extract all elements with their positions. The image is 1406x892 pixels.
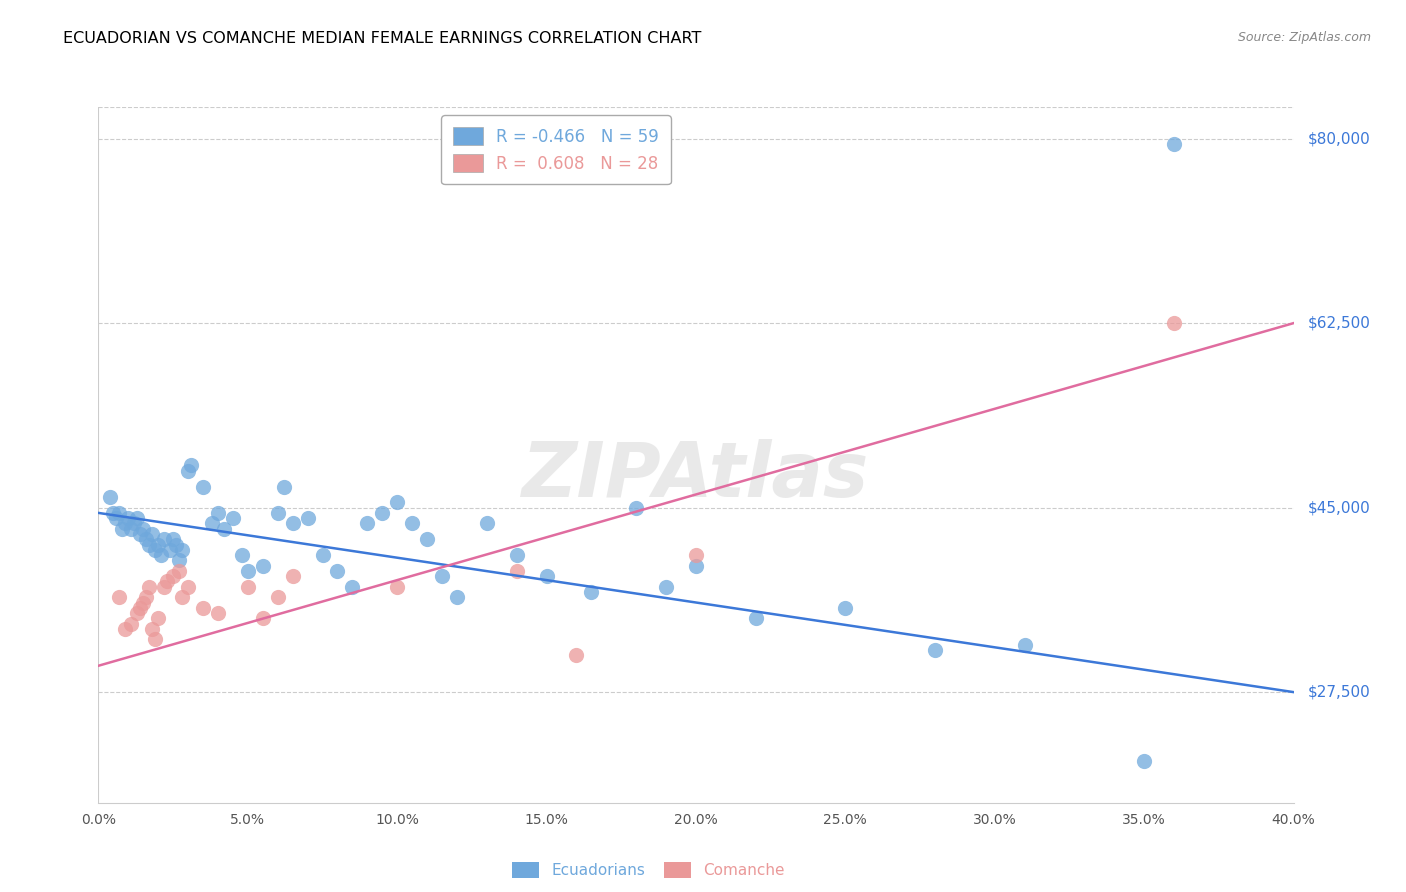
Point: [1014, 638, 1036, 652]
Point: [117, 511, 139, 525]
Text: $27,500: $27,500: [1308, 685, 1371, 699]
Point: [252, 611, 274, 625]
Point: [231, 548, 253, 562]
Point: [162, 569, 184, 583]
Point: [127, 511, 149, 525]
Text: Source: ZipAtlas.com: Source: ZipAtlas.com: [1237, 31, 1371, 45]
Point: [297, 511, 319, 525]
Point: [506, 548, 529, 562]
Point: [132, 522, 155, 536]
Point: [172, 591, 194, 605]
Text: $62,500: $62,500: [1308, 316, 1371, 331]
Point: [685, 558, 707, 573]
Point: [222, 511, 245, 525]
Point: [143, 542, 166, 557]
Point: [143, 632, 166, 647]
Point: [1163, 316, 1185, 330]
Point: [153, 580, 176, 594]
Point: [430, 569, 453, 583]
Point: [141, 622, 163, 636]
Point: [273, 479, 295, 493]
Point: [177, 464, 200, 478]
Point: [281, 516, 304, 531]
Point: [105, 511, 128, 525]
Point: [311, 548, 333, 562]
Point: [536, 569, 558, 583]
Point: [834, 600, 856, 615]
Point: [281, 569, 304, 583]
Point: [267, 506, 290, 520]
Point: [236, 580, 259, 594]
Point: [132, 595, 155, 609]
Point: [135, 591, 157, 605]
Point: [655, 580, 678, 594]
Point: [191, 479, 214, 493]
Point: [385, 580, 409, 594]
Point: [127, 606, 149, 620]
Point: [252, 558, 274, 573]
Point: [165, 537, 187, 551]
Point: [446, 591, 468, 605]
Point: [201, 516, 224, 531]
Text: ZIPAtlas: ZIPAtlas: [522, 439, 870, 513]
Point: [124, 516, 146, 531]
Point: [103, 506, 125, 520]
Point: [129, 600, 152, 615]
Point: [148, 611, 170, 625]
Point: [138, 537, 160, 551]
Point: [416, 533, 439, 547]
Point: [120, 616, 142, 631]
Point: [745, 611, 768, 625]
Point: [114, 516, 136, 531]
Point: [624, 500, 647, 515]
Point: [159, 542, 181, 557]
Point: [141, 527, 163, 541]
Point: [167, 553, 190, 567]
Point: [108, 591, 131, 605]
Legend: Ecuadorians, Comanche: Ecuadorians, Comanche: [503, 855, 793, 886]
Point: [685, 548, 707, 562]
Point: [153, 533, 176, 547]
Point: [138, 580, 160, 594]
Point: [371, 506, 394, 520]
Point: [120, 522, 142, 536]
Point: [1133, 754, 1156, 768]
Text: ECUADORIAN VS COMANCHE MEDIAN FEMALE EARNINGS CORRELATION CHART: ECUADORIAN VS COMANCHE MEDIAN FEMALE EAR…: [63, 31, 702, 46]
Point: [356, 516, 378, 531]
Point: [207, 606, 229, 620]
Point: [180, 458, 202, 473]
Point: [565, 648, 588, 663]
Point: [506, 564, 529, 578]
Point: [1163, 136, 1185, 151]
Point: [114, 622, 136, 636]
Point: [401, 516, 423, 531]
Point: [135, 533, 157, 547]
Point: [129, 527, 152, 541]
Point: [385, 495, 409, 509]
Point: [924, 643, 946, 657]
Point: [108, 506, 131, 520]
Point: [326, 564, 349, 578]
Point: [267, 591, 290, 605]
Point: [162, 533, 184, 547]
Point: [111, 522, 134, 536]
Text: $45,000: $45,000: [1308, 500, 1371, 515]
Point: [581, 585, 603, 599]
Point: [212, 522, 235, 536]
Point: [236, 564, 259, 578]
Point: [207, 506, 229, 520]
Point: [342, 580, 364, 594]
Point: [98, 490, 122, 504]
Point: [148, 537, 170, 551]
Text: $80,000: $80,000: [1308, 131, 1371, 146]
Point: [191, 600, 214, 615]
Point: [177, 580, 200, 594]
Point: [150, 548, 173, 562]
Point: [475, 516, 498, 531]
Point: [172, 542, 194, 557]
Point: [167, 564, 190, 578]
Point: [156, 574, 179, 589]
